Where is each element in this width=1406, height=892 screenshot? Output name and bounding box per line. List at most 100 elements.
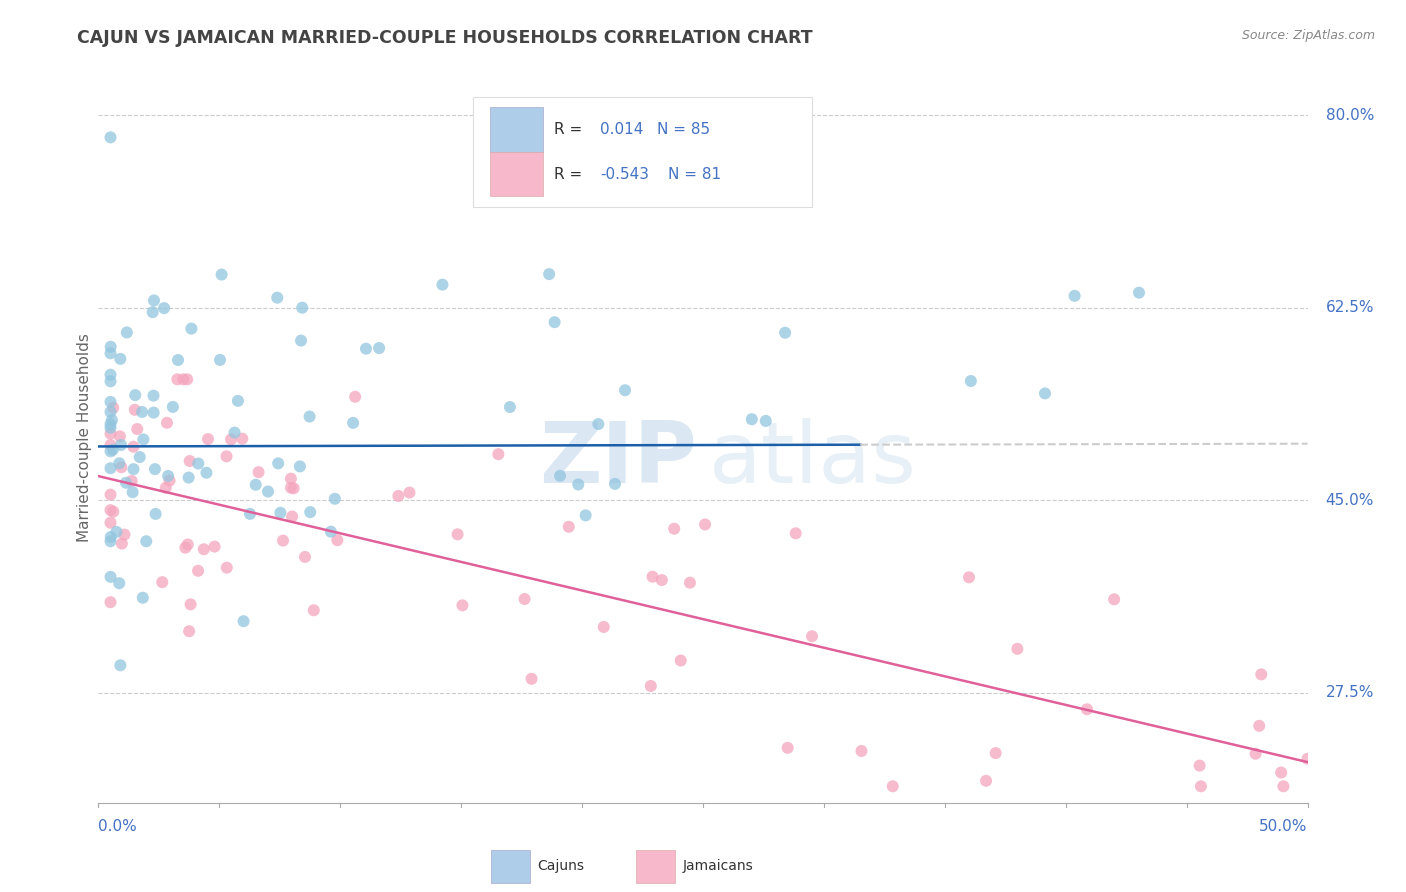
Point [193, 542, 215, 557]
Point [387, 489, 409, 503]
Point [115, 326, 138, 340]
Point [801, 629, 824, 643]
Text: Source: ZipAtlas.com: Source: ZipAtlas.com [1241, 29, 1375, 42]
Point [219, 433, 242, 447]
Point [291, 301, 314, 315]
Point [114, 527, 136, 541]
Point [974, 773, 997, 788]
Text: R =: R = [554, 122, 588, 137]
Point [432, 277, 454, 292]
Point [215, 450, 238, 464]
Point [960, 374, 983, 388]
Point [103, 505, 125, 519]
Point [269, 506, 291, 520]
Point [197, 432, 219, 446]
Text: 62.5%: 62.5% [1326, 301, 1374, 316]
Text: 0.0%: 0.0% [98, 819, 138, 834]
Point [124, 402, 146, 417]
Point [179, 454, 201, 468]
Point [882, 780, 904, 794]
Point [124, 388, 146, 402]
Point [486, 447, 509, 461]
Point [108, 456, 131, 470]
Point [226, 393, 249, 408]
Point [1076, 702, 1098, 716]
Point [176, 372, 198, 386]
Point [128, 450, 150, 464]
Point [588, 417, 610, 431]
Point [100, 421, 122, 435]
Point [1189, 780, 1212, 794]
Point [1272, 780, 1295, 794]
Point [135, 534, 157, 549]
Point [294, 549, 316, 564]
Point [100, 488, 122, 502]
Point [142, 305, 165, 319]
Text: N = 85: N = 85 [657, 122, 710, 137]
Point [121, 485, 143, 500]
Point [156, 416, 179, 430]
Point [1128, 285, 1150, 300]
Point [693, 517, 716, 532]
Point [100, 346, 122, 360]
Text: 0.014: 0.014 [600, 122, 644, 137]
Point [142, 389, 165, 403]
Point [103, 401, 125, 415]
Point [567, 477, 589, 491]
Point [179, 624, 201, 639]
Text: -0.543: -0.543 [600, 167, 650, 182]
Point [342, 416, 364, 430]
Point [1063, 289, 1085, 303]
Point [575, 508, 598, 523]
Point [108, 429, 131, 443]
Point [984, 746, 1007, 760]
Point [281, 509, 304, 524]
Point [122, 440, 145, 454]
Point [110, 460, 132, 475]
Point [187, 457, 209, 471]
Point [100, 405, 122, 419]
Point [157, 469, 180, 483]
Point [257, 484, 280, 499]
Point [142, 406, 165, 420]
Point [132, 591, 155, 605]
Text: 45.0%: 45.0% [1326, 492, 1374, 508]
Point [664, 522, 686, 536]
FancyBboxPatch shape [491, 107, 543, 152]
Point [679, 575, 702, 590]
Point [108, 576, 131, 591]
Point [669, 654, 692, 668]
Point [640, 679, 662, 693]
Point [143, 462, 166, 476]
Point [121, 474, 143, 488]
Point [499, 400, 522, 414]
Point [326, 533, 349, 548]
Point [145, 507, 167, 521]
Point [195, 466, 218, 480]
Point [1249, 719, 1271, 733]
Point [127, 422, 149, 436]
Point [100, 503, 122, 517]
Point [776, 740, 799, 755]
Point [100, 530, 122, 544]
Point [280, 481, 302, 495]
Point [132, 433, 155, 447]
Point [166, 372, 188, 386]
Point [368, 341, 391, 355]
Point [513, 592, 536, 607]
Point [153, 301, 176, 315]
Point [187, 564, 209, 578]
Bar [492, 850, 530, 883]
Point [224, 425, 246, 440]
Point [1033, 386, 1056, 401]
Point [299, 505, 322, 519]
Point [1188, 758, 1211, 772]
Text: CAJUN VS JAMAICAN MARRIED-COUPLE HOUSEHOLDS CORRELATION CHART: CAJUN VS JAMAICAN MARRIED-COUPLE HOUSEHO… [77, 29, 813, 46]
Point [741, 412, 763, 426]
Point [177, 537, 200, 551]
Point [271, 533, 294, 548]
Point [558, 520, 581, 534]
Text: R =: R = [554, 167, 588, 182]
Point [603, 476, 626, 491]
Point [110, 351, 132, 366]
